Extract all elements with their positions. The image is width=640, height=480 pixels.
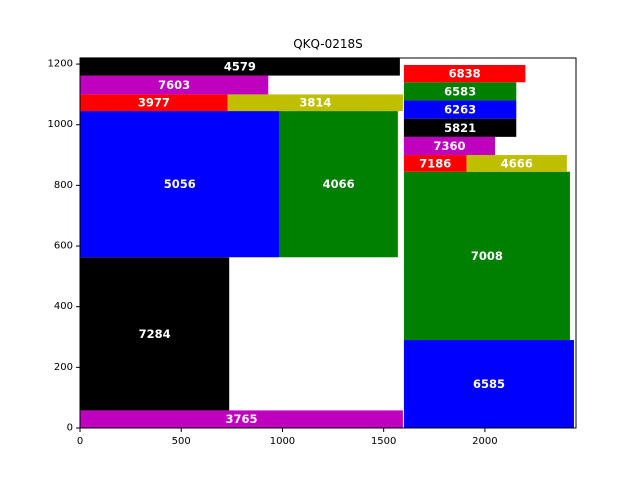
treemap-label-3765: 3765 [225, 412, 257, 426]
treemap-label-6263: 6263 [444, 103, 476, 117]
x-axis: 0 500 1000 1500 2000 [77, 428, 498, 447]
treemap-label-5821: 5821 [444, 121, 476, 135]
treemap-label-7186: 7186 [419, 156, 451, 170]
treemap-label-6583: 6583 [444, 84, 476, 98]
treemap-label-3977: 3977 [138, 96, 170, 110]
treemap-rect-7360 [403, 136, 496, 156]
treemap-label-4666: 4666 [501, 156, 533, 170]
x-tick-label: 1000 [270, 436, 295, 447]
chart-title: QKQ-0218S [293, 37, 363, 51]
plot-frame [79, 57, 577, 429]
x-tick-label: 1500 [371, 436, 396, 447]
treemap-label-6838: 6838 [449, 67, 481, 81]
y-tick-label: 1000 [48, 119, 73, 130]
x-tick-label: 0 [77, 436, 83, 447]
treemap-rect-5056 [80, 111, 280, 258]
labels-layer: 3765 7284 5056 4066 3977 3814 7603 4579 6585 7008… [138, 59, 533, 426]
treemap-rect-4666 [466, 155, 567, 172]
treemap-rect-3814 [227, 94, 403, 112]
treemap-rect-6585 [403, 340, 574, 428]
treemap-rect-4066 [279, 111, 398, 258]
treemap-rect-7008 [403, 171, 570, 341]
treemap-rect-6263 [403, 100, 517, 119]
y-tick-label: 600 [54, 241, 73, 252]
x-tick-label: 2000 [472, 436, 497, 447]
treemap-rect-5821 [403, 118, 517, 137]
treemap-rect-7186 [403, 155, 467, 172]
treemap-rect-4579 [80, 57, 400, 76]
x-tick-label: 500 [172, 436, 191, 447]
treemap-rect-6838 [403, 64, 526, 83]
treemap-rect-3765 [80, 410, 403, 428]
y-tick-label: 0 [67, 423, 73, 434]
y-tick-label: 400 [54, 301, 73, 312]
treemap-label-7360: 7360 [433, 139, 465, 153]
rects-layer [80, 57, 574, 428]
treemap-rect-6583 [403, 82, 517, 101]
y-tick-label: 1200 [48, 59, 73, 70]
y-tick-label: 200 [54, 362, 73, 373]
treemap-label-4579: 4579 [224, 59, 256, 73]
y-tick-label: 800 [54, 180, 73, 191]
treemap-label-4066: 4066 [323, 177, 355, 191]
treemap-rect-7284 [80, 257, 230, 411]
y-axis: 0 200 400 600 800 1000 1200 [48, 59, 80, 434]
treemap-label-6585: 6585 [473, 377, 505, 391]
treemap-label-7284: 7284 [139, 327, 171, 341]
treemap-rect-3977 [80, 94, 228, 112]
treemap-label-5056: 5056 [164, 177, 196, 191]
treemap-label-3814: 3814 [299, 96, 331, 110]
treemap-label-7603: 7603 [158, 78, 190, 92]
treemap-label-7008: 7008 [471, 249, 503, 263]
treemap-rect-7603 [80, 75, 269, 95]
